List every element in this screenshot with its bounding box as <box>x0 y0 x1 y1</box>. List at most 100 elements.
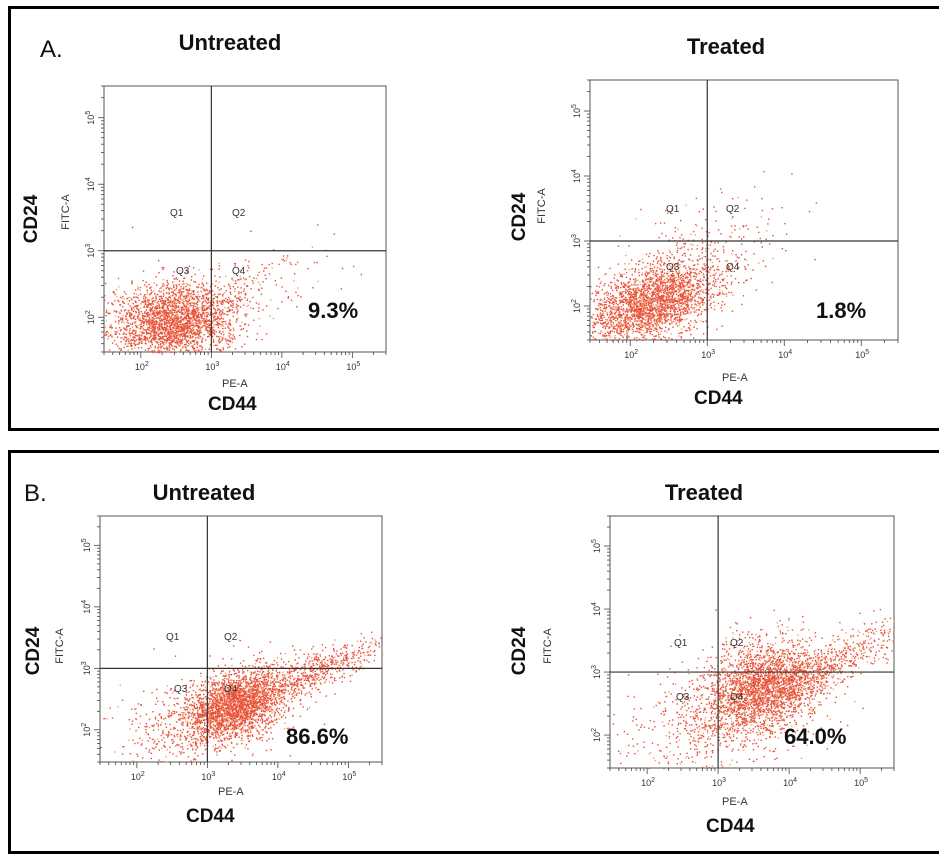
event-dot <box>643 333 644 334</box>
event-dot <box>235 283 236 284</box>
event-dot <box>606 304 607 305</box>
event-dot <box>184 296 185 297</box>
event-dot <box>595 295 596 296</box>
event-dot <box>618 315 619 316</box>
event-dot <box>678 335 679 336</box>
event-dot <box>677 279 678 280</box>
event-dot <box>636 294 637 295</box>
event-dot <box>646 314 647 315</box>
event-dot <box>153 339 154 340</box>
event-dot <box>664 292 665 293</box>
event-dot <box>716 329 717 330</box>
event-dot <box>600 299 601 300</box>
event-dot <box>173 341 174 342</box>
event-dot <box>693 327 694 328</box>
event-dot <box>155 348 156 349</box>
event-dot <box>215 345 216 346</box>
event-dot <box>285 291 286 292</box>
event-dot <box>136 308 137 309</box>
event-dot <box>159 350 160 351</box>
event-dot <box>657 261 658 262</box>
event-dot <box>212 295 213 296</box>
event-dot <box>179 302 180 303</box>
event-dot <box>691 289 692 290</box>
event-dot <box>230 329 231 330</box>
event-dot <box>646 286 647 287</box>
event-dot <box>129 342 130 343</box>
event-dot <box>207 332 208 333</box>
event-dot <box>125 293 126 294</box>
event-dot <box>646 276 647 277</box>
event-dot <box>160 343 161 344</box>
event-dot <box>160 344 161 345</box>
event-dot <box>653 285 654 286</box>
event-dot <box>195 320 196 321</box>
event-dot <box>177 292 178 293</box>
event-dot <box>122 301 123 302</box>
event-dot <box>610 319 611 320</box>
event-dot <box>122 296 123 297</box>
event-dot <box>646 303 647 304</box>
event-dot <box>631 284 632 285</box>
event-dot <box>702 304 703 305</box>
event-dot <box>681 303 682 304</box>
event-dot <box>106 312 107 313</box>
event-dot <box>178 300 179 301</box>
event-dot <box>682 278 683 279</box>
event-dot <box>152 330 153 331</box>
event-dot <box>176 326 177 327</box>
event-dot <box>174 300 175 301</box>
event-dot <box>719 292 720 293</box>
event-dot <box>673 287 674 288</box>
event-dot <box>703 256 704 257</box>
event-dot <box>687 299 688 300</box>
event-dot <box>147 290 148 291</box>
event-dot <box>141 340 142 341</box>
event-dot <box>675 324 676 325</box>
event-dot <box>175 325 176 326</box>
event-dot <box>659 268 660 269</box>
event-dot <box>169 316 170 317</box>
event-dot <box>157 308 158 309</box>
event-dot <box>731 282 732 283</box>
event-dot <box>120 350 121 351</box>
event-dot <box>191 276 192 277</box>
event-dot <box>670 287 671 288</box>
event-dot <box>183 298 184 299</box>
event-dot <box>184 333 185 334</box>
event-dot <box>192 291 193 292</box>
event-dot <box>650 333 651 334</box>
event-dot <box>164 327 165 328</box>
event-dot <box>160 323 161 324</box>
event-dot <box>192 334 193 335</box>
event-dot <box>682 276 683 277</box>
event-dot <box>296 306 297 307</box>
event-dot <box>198 284 199 285</box>
event-dot <box>186 350 187 351</box>
event-dot <box>228 284 229 285</box>
event-dot <box>153 319 154 320</box>
event-dot <box>646 271 647 272</box>
event-dot <box>155 335 156 336</box>
event-dot <box>714 275 715 276</box>
event-dot <box>697 287 698 288</box>
event-dot <box>669 282 670 283</box>
event-dot <box>174 346 175 347</box>
event-dot <box>151 289 152 290</box>
event-dot <box>155 336 156 337</box>
event-dot <box>639 281 640 282</box>
event-dot <box>670 333 671 334</box>
event-dot <box>657 306 658 307</box>
event-dot <box>649 288 650 289</box>
event-dot <box>143 323 144 324</box>
event-dot <box>659 315 660 316</box>
event-dot <box>730 275 731 276</box>
event-dot <box>221 325 222 326</box>
event-dot <box>616 329 617 330</box>
event-dot <box>625 316 626 317</box>
event-dot <box>666 332 667 333</box>
event-dot <box>603 325 604 326</box>
event-dot <box>671 254 672 255</box>
event-dot <box>186 341 187 342</box>
event-dot <box>131 345 132 346</box>
